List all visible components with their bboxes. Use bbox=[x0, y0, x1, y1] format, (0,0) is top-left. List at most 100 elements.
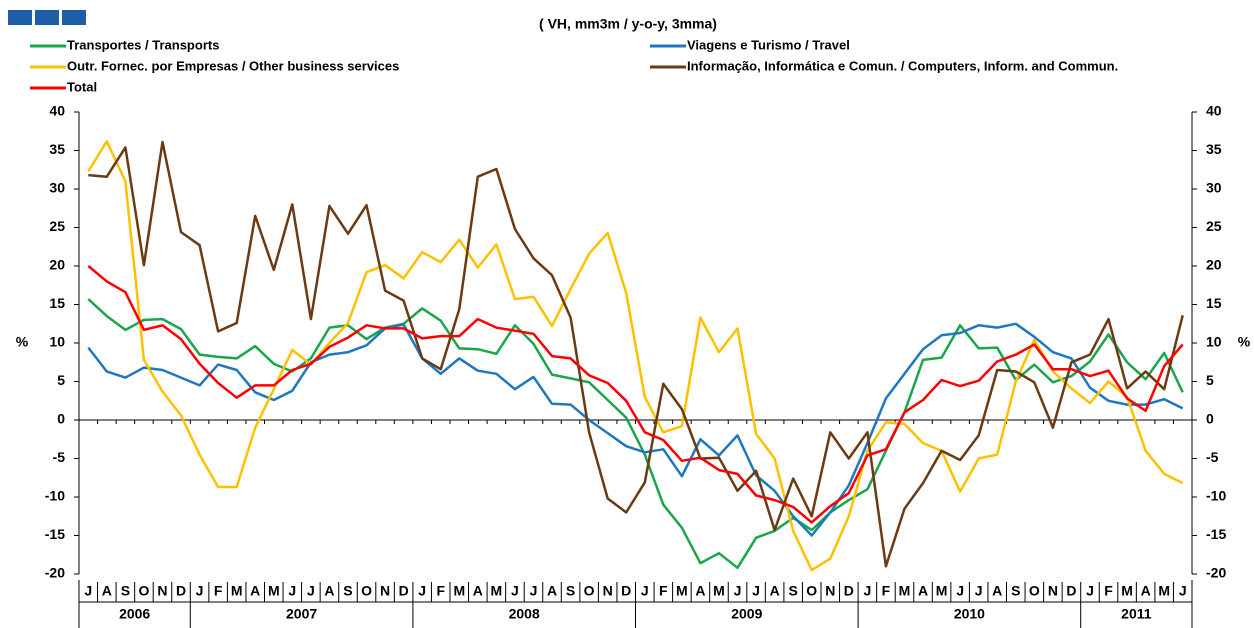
legend-label: Viagens e Turismo / Travel bbox=[687, 37, 850, 52]
x-tick-label: O bbox=[1029, 583, 1040, 599]
y-tick-label: 25 bbox=[49, 218, 65, 234]
x-tick-label: F bbox=[214, 583, 223, 599]
x-tick-label: N bbox=[157, 583, 167, 599]
x-tick-label: M bbox=[676, 583, 688, 599]
x-tick-label: J bbox=[956, 583, 964, 599]
x-tick-label: A bbox=[547, 583, 557, 599]
y2-tick-label: 35 bbox=[1206, 141, 1222, 157]
y2-tick-label: 5 bbox=[1206, 372, 1214, 388]
x-tick-label: F bbox=[882, 583, 891, 599]
x-tick-label: O bbox=[584, 583, 595, 599]
y2-tick-label: 25 bbox=[1206, 218, 1222, 234]
x-tick-label: J bbox=[307, 583, 315, 599]
x-tick-label: A bbox=[770, 583, 780, 599]
series-line bbox=[87, 265, 1184, 524]
x-tick-label: J bbox=[418, 583, 426, 599]
y2-tick-label: 15 bbox=[1206, 295, 1222, 311]
x-tick-label: N bbox=[603, 583, 613, 599]
x-tick-label: D bbox=[176, 583, 186, 599]
x-tick-label: J bbox=[84, 583, 92, 599]
x-tick-label: J bbox=[511, 583, 519, 599]
series-line bbox=[87, 322, 1184, 537]
legend-label: Outr. Fornec. por Empresas / Other busin… bbox=[67, 58, 399, 73]
series-line bbox=[88, 140, 1184, 568]
x-tick-label: M bbox=[1121, 583, 1133, 599]
y-tick-label: -10 bbox=[45, 488, 65, 504]
logo-block bbox=[8, 10, 32, 25]
x-tick-label: J bbox=[1086, 583, 1094, 599]
x-tick-label: A bbox=[250, 583, 260, 599]
y2-tick-label: -10 bbox=[1206, 488, 1226, 504]
x-tick-label: F bbox=[1104, 583, 1113, 599]
y2-tick-label: -15 bbox=[1206, 526, 1226, 542]
x-tick-label: J bbox=[196, 583, 204, 599]
x-tick-label: O bbox=[138, 583, 149, 599]
series-line bbox=[87, 298, 1184, 570]
logo-block bbox=[62, 10, 86, 25]
x-tick-label: D bbox=[621, 583, 631, 599]
x-tick-label: D bbox=[399, 583, 409, 599]
y-tick-label: 30 bbox=[49, 180, 65, 196]
x-tick-label: M bbox=[268, 583, 280, 599]
x-tick-label: F bbox=[659, 583, 668, 599]
year-label: 2008 bbox=[509, 606, 540, 622]
year-label: 2006 bbox=[119, 606, 150, 622]
x-tick-label: M bbox=[453, 583, 465, 599]
y2-tick-label: -5 bbox=[1206, 449, 1219, 465]
y-tick-label: 15 bbox=[49, 295, 65, 311]
y-tick-label: 0 bbox=[57, 411, 65, 427]
x-tick-label: M bbox=[713, 583, 725, 599]
y2-tick-label: 10 bbox=[1206, 334, 1222, 350]
legend-label: Informação, Informática e Comun. / Compu… bbox=[687, 58, 1118, 73]
x-tick-label: J bbox=[641, 583, 649, 599]
x-tick-label: D bbox=[1066, 583, 1076, 599]
x-tick-label: M bbox=[936, 583, 948, 599]
x-tick-label: S bbox=[343, 583, 352, 599]
x-tick-label: S bbox=[789, 583, 798, 599]
series-line bbox=[87, 140, 1184, 572]
y-axis-label: % bbox=[16, 334, 29, 350]
year-label: 2010 bbox=[954, 606, 985, 622]
year-label: 2011 bbox=[1121, 606, 1152, 622]
x-tick-label: M bbox=[899, 583, 911, 599]
x-tick-label: S bbox=[1011, 583, 1020, 599]
y-tick-label: 40 bbox=[49, 103, 65, 119]
x-tick-label: J bbox=[975, 583, 983, 599]
x-tick-label: A bbox=[992, 583, 1002, 599]
y2-tick-label: -20 bbox=[1206, 565, 1226, 581]
x-tick-label: J bbox=[752, 583, 760, 599]
y2-tick-label: 0 bbox=[1206, 411, 1214, 427]
x-tick-label: N bbox=[380, 583, 390, 599]
x-tick-label: D bbox=[844, 583, 854, 599]
x-tick-label: N bbox=[1048, 583, 1058, 599]
y2-axis-label: % bbox=[1238, 334, 1251, 350]
y-tick-label: -20 bbox=[45, 565, 65, 581]
x-tick-label: A bbox=[324, 583, 334, 599]
x-tick-label: O bbox=[361, 583, 372, 599]
y-tick-label: 5 bbox=[57, 372, 65, 388]
y-tick-label: -15 bbox=[45, 526, 65, 542]
x-tick-label: F bbox=[436, 583, 445, 599]
x-tick-label: N bbox=[825, 583, 835, 599]
y2-tick-label: 20 bbox=[1206, 257, 1222, 273]
x-tick-label: M bbox=[491, 583, 503, 599]
x-tick-label: M bbox=[231, 583, 243, 599]
y-tick-label: 10 bbox=[49, 334, 65, 350]
x-tick-label: S bbox=[566, 583, 575, 599]
x-tick-label: A bbox=[918, 583, 928, 599]
x-tick-label: J bbox=[1179, 583, 1187, 599]
legend-label: Transportes / Transports bbox=[67, 37, 219, 52]
x-tick-label: A bbox=[102, 583, 112, 599]
logo-block bbox=[35, 10, 59, 25]
x-tick-label: A bbox=[473, 583, 483, 599]
y2-tick-label: 30 bbox=[1206, 180, 1222, 196]
y-tick-label: 20 bbox=[49, 257, 65, 273]
year-label: 2009 bbox=[731, 606, 762, 622]
y-tick-label: -5 bbox=[53, 449, 66, 465]
x-tick-label: A bbox=[695, 583, 705, 599]
subtitle: ( VH, mm3m / y-o-y, 3mma) bbox=[539, 16, 717, 32]
x-tick-label: A bbox=[1141, 583, 1151, 599]
x-tick-label: O bbox=[806, 583, 817, 599]
legend-label: Total bbox=[67, 79, 97, 94]
